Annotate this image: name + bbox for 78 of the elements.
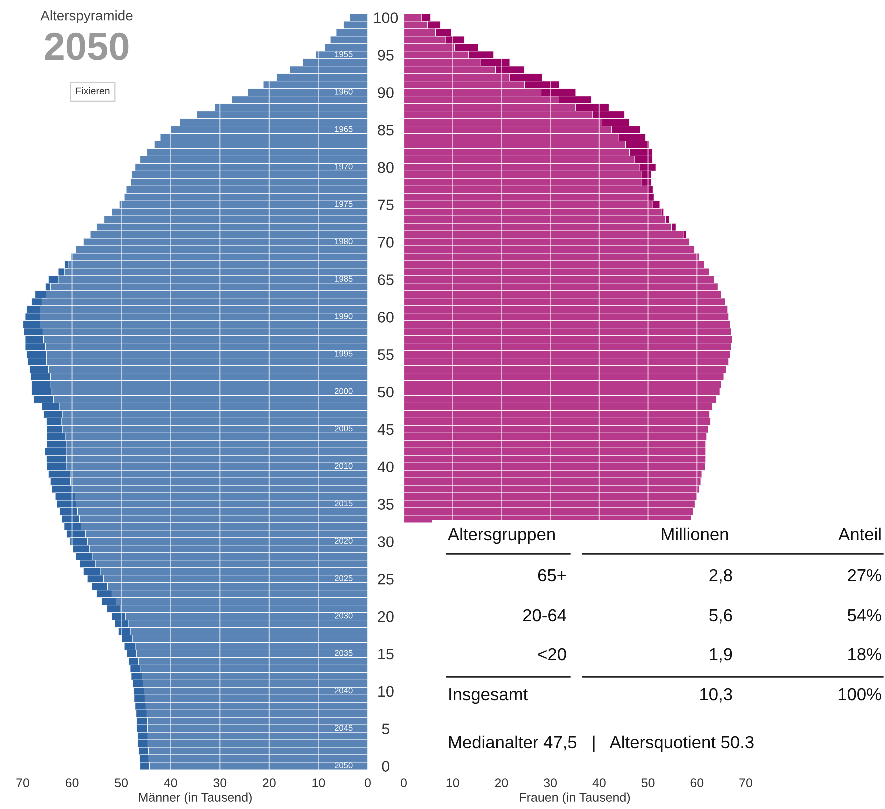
- annotation: Millionen: [662, 528, 728, 541]
- y-tick-label: 90: [378, 87, 394, 98]
- annotation: 1975: [335, 201, 353, 208]
- annotation: 2000: [335, 388, 353, 394]
- annotation: 2015: [335, 500, 353, 507]
- text: 54%: [848, 609, 882, 622]
- x-tick-label: 70: [740, 778, 752, 788]
- annotation: 1,9: [710, 648, 732, 663]
- y-tick-label: 45: [378, 424, 394, 436]
- y-tick-label: 30: [378, 536, 394, 548]
- annotation: 2040: [335, 688, 353, 694]
- y-tick-label: 10: [378, 686, 394, 698]
- x-tick-label: 50: [115, 778, 128, 788]
- y-tick-label: 70: [378, 237, 394, 248]
- annotation: 1990: [335, 313, 353, 320]
- annotation: 2,8: [710, 569, 732, 584]
- x-tick-label: 0: [401, 778, 407, 788]
- annotation: 2010: [335, 463, 353, 470]
- x-tick-label: 0: [365, 778, 371, 788]
- annotation: 5,6: [710, 609, 732, 624]
- annotation: <20: [538, 648, 566, 661]
- annotation: 1960: [335, 88, 353, 95]
- x-tick-label: 30: [214, 778, 227, 788]
- annotation: 2050: [335, 762, 353, 768]
- y-tick-label: 65: [378, 274, 394, 286]
- y-tick-label: 25: [378, 574, 394, 585]
- x-axis-title: Männer (in Tausend): [139, 792, 252, 804]
- x-tick-label: 10: [446, 778, 460, 788]
- x-tick-label: 30: [544, 778, 558, 788]
- x-tick-label: 70: [16, 778, 30, 788]
- annotation: Medianalter 47,5 | Altersquotient 50.3: [449, 736, 754, 752]
- y-tick-label: 0: [382, 761, 390, 772]
- y-tick-label: 75: [378, 200, 394, 211]
- y-tick-label: 85: [378, 124, 394, 136]
- chart-subtitle: 2050: [45, 32, 129, 60]
- y-tick-label: 20: [378, 611, 394, 622]
- x-tick-label: 60: [66, 778, 79, 788]
- x-tick-label: 60: [690, 778, 704, 788]
- annotation: 2045: [335, 725, 353, 732]
- annotation: 10,3: [700, 688, 732, 703]
- y-tick-label: 50: [378, 386, 394, 398]
- annotation: 2020: [335, 538, 353, 544]
- chart-title: Alterspyramide: [40, 10, 133, 24]
- y-tick-label: 95: [378, 50, 394, 61]
- annotation: 1955: [335, 52, 353, 58]
- x-axis-title: Frauen (in Tausend): [520, 792, 630, 804]
- annotation: Insgesamt: [450, 688, 528, 704]
- y-tick-label: 15: [378, 649, 394, 660]
- x-tick-label: 20: [495, 778, 508, 788]
- y-tick-label: 60: [378, 312, 394, 323]
- y-tick-label: 35: [378, 499, 394, 510]
- annotation: 1965: [335, 126, 353, 132]
- text: 18%: [848, 648, 882, 661]
- y-tick-label: 100: [374, 12, 398, 24]
- x-tick-label: 10: [312, 778, 326, 788]
- y-tick-label: 40: [378, 462, 394, 473]
- text: 27%: [848, 569, 882, 582]
- y-tick-label: 5: [382, 724, 390, 735]
- text: Anteil: [838, 528, 881, 541]
- y-tick-label: 55: [378, 350, 394, 360]
- annotation: 1985: [335, 276, 353, 282]
- x-tick-label: 50: [642, 778, 655, 788]
- annotation: 2025: [335, 575, 353, 582]
- x-tick-label: 20: [263, 778, 276, 788]
- annotation: Fixieren: [76, 87, 110, 95]
- annotation: Altersgruppen: [448, 528, 555, 544]
- annotation: 20-64: [523, 609, 566, 622]
- annotation: 1970: [335, 164, 353, 170]
- x-tick-label: 40: [592, 778, 606, 788]
- annotation: 2005: [335, 426, 353, 432]
- annotation: 2030: [335, 612, 353, 619]
- annotation: 1995: [335, 350, 353, 357]
- x-tick-label: 40: [164, 778, 178, 788]
- y-tick-label: 80: [378, 162, 394, 174]
- annotation: 1980: [335, 238, 353, 245]
- text: 100%: [838, 688, 882, 701]
- annotation: 65+: [538, 569, 566, 582]
- annotation: 2035: [335, 650, 353, 656]
